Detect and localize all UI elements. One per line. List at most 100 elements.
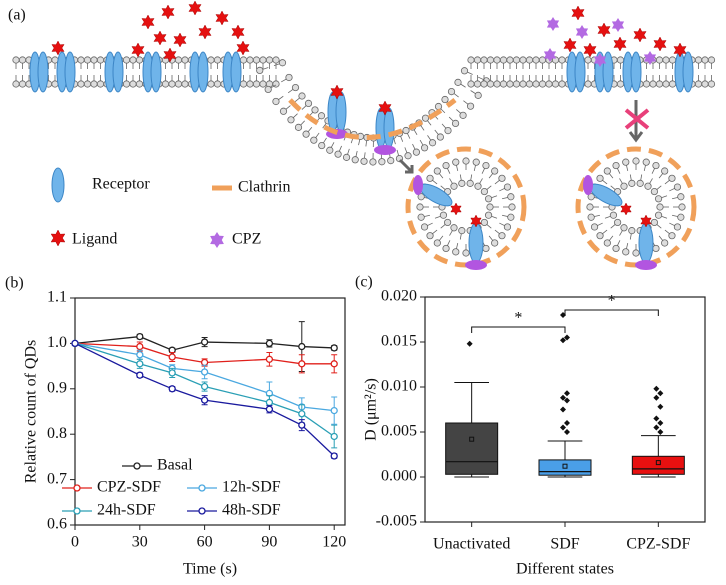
lipid-head bbox=[628, 179, 636, 187]
lipid-head bbox=[482, 161, 490, 170]
lipid-head bbox=[677, 193, 685, 201]
lipid-head bbox=[654, 211, 663, 219]
lipid-head bbox=[532, 80, 540, 88]
lipid-head bbox=[83, 56, 92, 64]
lipid-head bbox=[503, 183, 512, 191]
y-axis-label: D (μm²/s) bbox=[363, 378, 380, 441]
lipid-head bbox=[484, 195, 493, 203]
cpz bbox=[546, 17, 560, 31]
lipid-head bbox=[426, 174, 434, 182]
ligand bbox=[141, 14, 155, 30]
lipid-head bbox=[545, 80, 553, 88]
data-point bbox=[200, 368, 209, 376]
lipid-head bbox=[311, 106, 319, 114]
lipid-head bbox=[285, 73, 293, 82]
data-point bbox=[330, 344, 338, 352]
lipid-head bbox=[649, 80, 657, 88]
lipid-head bbox=[77, 56, 85, 64]
lipid-head bbox=[587, 213, 595, 221]
lipid-head bbox=[246, 80, 254, 88]
lipid-head bbox=[213, 80, 222, 88]
ligand bbox=[330, 84, 344, 100]
lipid-head bbox=[486, 56, 495, 64]
lipid-head bbox=[458, 227, 466, 235]
lipid-head bbox=[291, 83, 300, 92]
lipid-head bbox=[655, 80, 664, 88]
lipid-head bbox=[467, 80, 475, 88]
lipid-head bbox=[493, 56, 501, 64]
mean bbox=[469, 436, 475, 442]
significance-bracket bbox=[471, 326, 566, 333]
lipid-head bbox=[622, 158, 630, 166]
lipid-head bbox=[614, 218, 622, 227]
lipid-head bbox=[603, 239, 611, 247]
outlier bbox=[653, 394, 660, 401]
lipid-head bbox=[450, 182, 458, 190]
y-tick-label: 0.6 bbox=[47, 516, 67, 533]
lipid-head bbox=[707, 56, 716, 64]
legend-text: Receptor bbox=[92, 176, 150, 193]
lipid-head bbox=[444, 126, 452, 135]
lipid-head bbox=[472, 158, 480, 166]
lipid-head bbox=[279, 107, 288, 115]
lipid-head bbox=[421, 114, 430, 122]
lipid-head bbox=[96, 56, 105, 64]
ligand bbox=[563, 37, 577, 53]
outlier bbox=[653, 385, 660, 392]
lipid-head bbox=[596, 232, 604, 240]
lipid-head bbox=[525, 80, 534, 88]
lipid-head bbox=[661, 239, 669, 247]
lipid-head bbox=[616, 56, 625, 64]
lipid-head bbox=[298, 92, 306, 100]
lipid-head bbox=[378, 158, 386, 166]
lipid-head bbox=[129, 80, 137, 88]
blocked-mark bbox=[624, 108, 650, 130]
outlier bbox=[560, 424, 566, 431]
lipid-head bbox=[404, 152, 412, 160]
ligand bbox=[633, 27, 647, 43]
lipid-head bbox=[135, 80, 144, 88]
clathrin-coat bbox=[288, 98, 457, 140]
outlier bbox=[564, 397, 570, 404]
data-point bbox=[298, 410, 306, 418]
data-point bbox=[265, 398, 274, 407]
receptor bbox=[630, 51, 642, 93]
lipid-head bbox=[447, 88, 456, 96]
lipid-head bbox=[642, 80, 651, 88]
membrane-diagram bbox=[12, 0, 716, 270]
lipid-head bbox=[302, 130, 310, 138]
plot-frame bbox=[74, 297, 346, 526]
lipid-head bbox=[694, 56, 703, 64]
lipid-head bbox=[416, 203, 424, 211]
receptor bbox=[602, 51, 614, 93]
lipid-head bbox=[532, 56, 540, 64]
lipid-head bbox=[278, 59, 287, 67]
outlier bbox=[560, 337, 566, 344]
lipid-head bbox=[265, 56, 274, 64]
lipid-head bbox=[587, 193, 595, 201]
lipid-head bbox=[493, 80, 501, 88]
lipid-head bbox=[426, 232, 434, 240]
lipid-head bbox=[287, 116, 295, 124]
lipid-head bbox=[480, 80, 488, 88]
lipid-head bbox=[272, 97, 280, 106]
lipid-head bbox=[256, 66, 264, 75]
lipid-head bbox=[596, 174, 604, 182]
lipid-head bbox=[644, 182, 652, 190]
lipid-head bbox=[12, 56, 20, 64]
outlier bbox=[657, 403, 664, 410]
significance-label: * bbox=[514, 310, 522, 327]
data-point bbox=[200, 358, 209, 367]
data-point bbox=[71, 339, 79, 348]
panel-label: (b) bbox=[5, 275, 24, 292]
cpz bbox=[643, 51, 657, 65]
lipid-head bbox=[474, 182, 482, 190]
ligand bbox=[215, 10, 229, 26]
lipid-head bbox=[412, 148, 421, 156]
lipid-head bbox=[439, 211, 448, 219]
lipid-head bbox=[122, 56, 131, 64]
legend-label: Basal bbox=[157, 457, 193, 474]
x-axis-label: Time (s) bbox=[183, 561, 237, 578]
lipid-head bbox=[506, 80, 514, 88]
